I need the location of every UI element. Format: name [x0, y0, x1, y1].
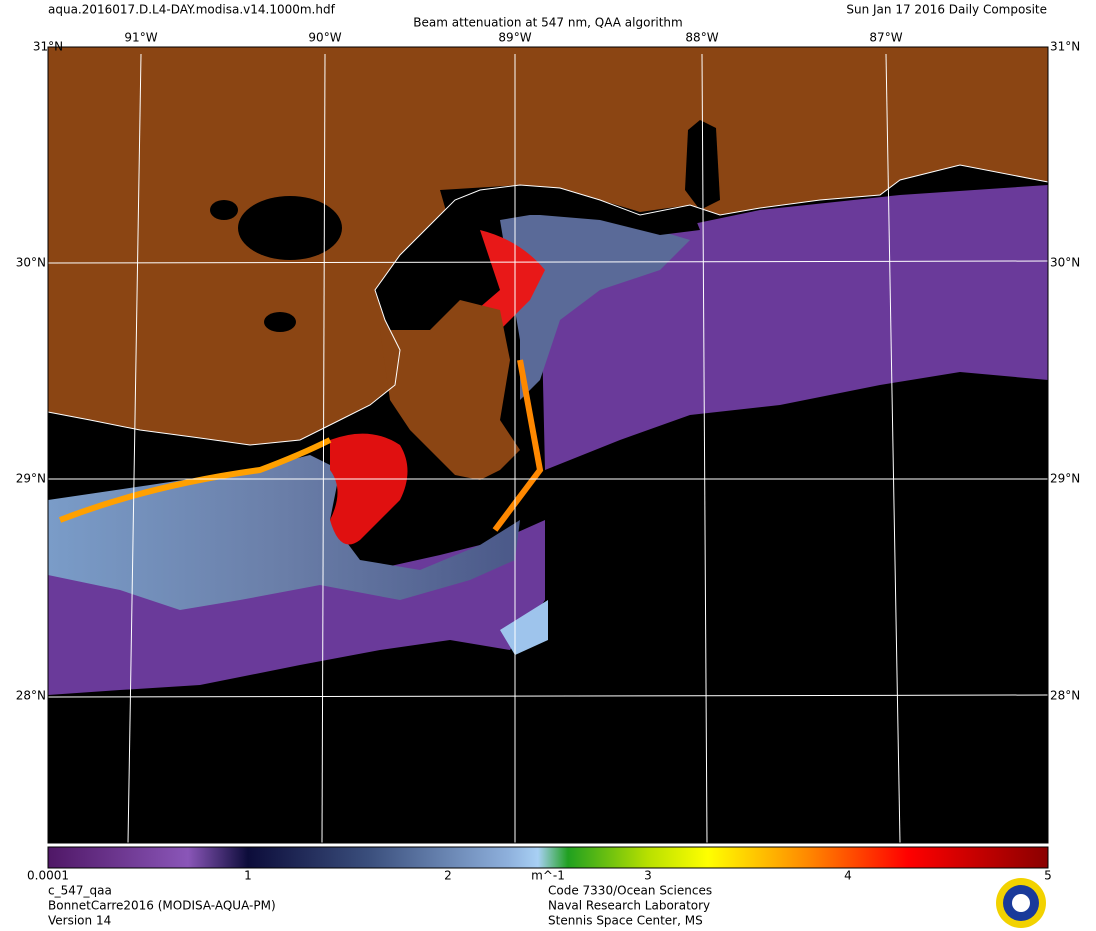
land: [48, 47, 1048, 445]
footer-right: Naval Research Laboratory: [548, 899, 710, 913]
colorbar-unit: m^-1: [531, 869, 565, 883]
lake-a: [264, 312, 296, 332]
colorbar: [47, 846, 1049, 869]
plume-east: [500, 210, 690, 400]
lat-label: 28°N: [16, 689, 46, 703]
lon-label: 89°W: [498, 31, 531, 45]
lon-label: 88°W: [685, 31, 718, 45]
map: [47, 47, 1049, 843]
turbid-orange: [58, 437, 332, 523]
footer-left: Version 14: [48, 914, 111, 928]
coastline: [47, 164, 1049, 446]
graticule: [47, 46, 1049, 844]
lake-pontchartrain: [238, 196, 342, 260]
lat-label: 29°N: [16, 472, 46, 486]
footer-right: Code 7330/Ocean Sciences: [548, 884, 712, 898]
footer-left: BonnetCarre2016 (MODISA-AQUA-PM): [48, 899, 276, 913]
lon-label: 91°W: [124, 31, 157, 45]
colorbar-tick: 3: [644, 869, 652, 883]
swath-edge: [500, 600, 548, 655]
colorbar-tick: 0.0001: [27, 869, 69, 883]
colorbar-tick: 1: [244, 869, 252, 883]
sound: [440, 185, 700, 235]
colorbar-tick: 2: [444, 869, 452, 883]
lat-label: 30°N: [16, 256, 46, 270]
purple-water-west: [48, 520, 545, 695]
bonnet-carre-line: [492, 359, 544, 532]
lat-label-right: 31°N: [1050, 40, 1080, 54]
date: Sun Jan 17 2016 Daily Composite: [846, 3, 1047, 17]
lon-label: 87°W: [869, 31, 902, 45]
plume: [48, 455, 520, 610]
turbid-red: [330, 433, 408, 545]
title: Beam attenuation at 547 nm, QAA algorith…: [413, 16, 682, 30]
lat-label-right: 28°N: [1050, 689, 1080, 703]
colorbar-tick: 4: [844, 869, 852, 883]
lake-maurepas: [210, 200, 238, 220]
colorbar-tick: 5: [1044, 869, 1052, 883]
footer-left: c_547_qaa: [48, 884, 112, 898]
lon-label: 90°W: [308, 31, 341, 45]
filename: aqua.2016017.D.L4-DAY.modisa.v14.1000m.h…: [48, 3, 336, 17]
delta: [380, 300, 520, 480]
logo: [996, 878, 1046, 928]
footer-right: Stennis Space Center, MS: [548, 914, 703, 928]
lat-label-right: 30°N: [1050, 256, 1080, 270]
lat-label-right: 29°N: [1050, 472, 1080, 486]
lat-label: 31°N: [33, 40, 63, 54]
